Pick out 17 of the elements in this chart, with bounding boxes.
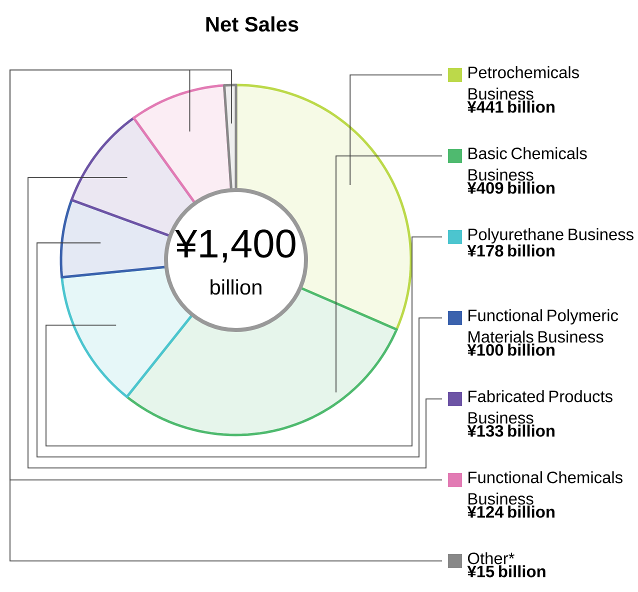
data-label: ¥100 billion (467, 344, 554, 356)
legend-label: Functional Chemicals Business (468, 471, 622, 505)
legend-label: Functional Polymeric Materials Business (468, 309, 618, 343)
data-label: ¥133 billion (467, 424, 554, 437)
legend-label: Basic Chemicals Business (468, 147, 587, 181)
data-label: ¥124 billion (467, 506, 554, 518)
text: billion (210, 279, 262, 295)
data-label: ¥15 billion (467, 565, 546, 578)
text: ¥1,400 (175, 230, 296, 262)
legend-label: Other* (468, 552, 514, 564)
legend-label: Petrochemicals Business (468, 66, 579, 100)
chart-title: Net Sales (206, 16, 298, 32)
data-label: ¥178 billion (467, 244, 554, 257)
legend-label: Fabricated Products Business (468, 390, 612, 424)
legend-label: Polyurethane Business (468, 228, 634, 244)
data-label: ¥409 billion (467, 182, 554, 194)
data-label: ¥441 billion (467, 100, 554, 113)
